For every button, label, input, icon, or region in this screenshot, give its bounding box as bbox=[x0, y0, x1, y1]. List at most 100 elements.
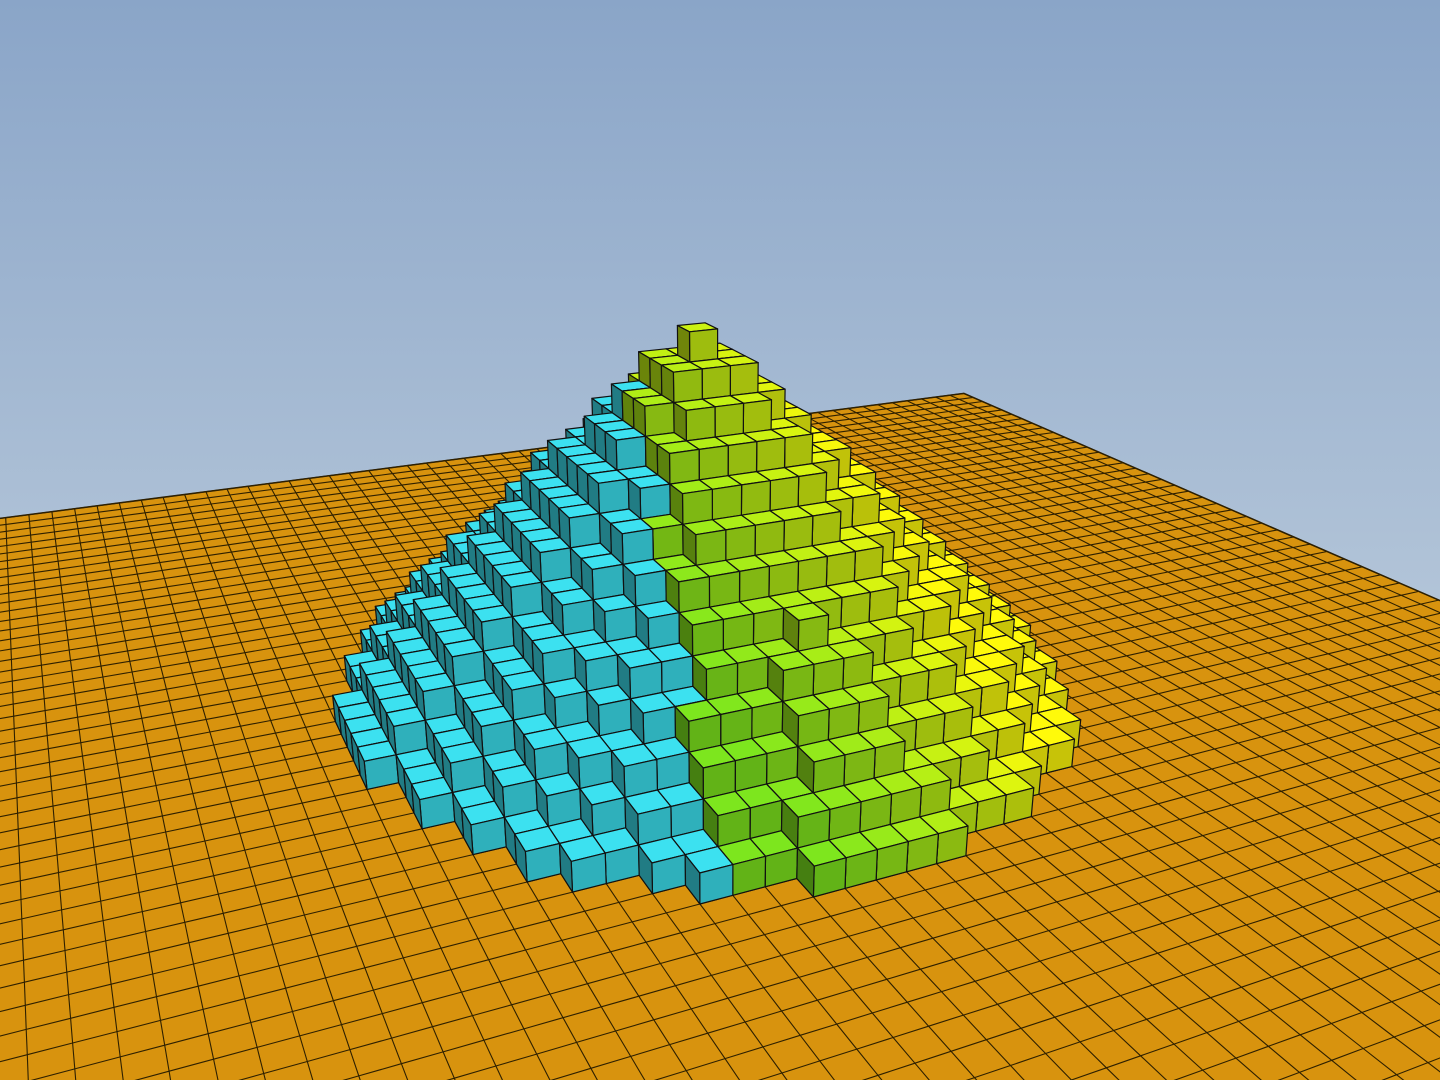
voxel-face bbox=[685, 406, 716, 442]
voxel-face bbox=[727, 441, 758, 477]
voxel-face bbox=[691, 655, 708, 701]
voxel-face bbox=[684, 854, 701, 905]
voxel-face bbox=[644, 402, 675, 437]
voxel-face bbox=[624, 796, 640, 846]
ground-grid-line bbox=[757, 862, 1440, 1080]
voxel-face bbox=[523, 733, 537, 781]
voxel-face bbox=[586, 473, 601, 515]
voxel-face bbox=[471, 711, 484, 757]
ground-grid-line bbox=[0, 392, 964, 519]
voxel-face bbox=[783, 515, 814, 552]
voxel-face bbox=[539, 547, 573, 583]
voxel-face bbox=[616, 654, 632, 700]
voxel-face bbox=[711, 484, 743, 521]
voxel-face bbox=[725, 524, 756, 561]
voxel-face bbox=[678, 612, 694, 657]
voxel-face bbox=[579, 787, 594, 837]
voxel-face bbox=[681, 488, 714, 525]
voxel-face bbox=[558, 842, 574, 893]
voxel-face bbox=[441, 747, 454, 794]
ground-grid-line bbox=[0, 405, 993, 540]
voxel-face bbox=[597, 478, 630, 515]
voxel-face bbox=[510, 581, 544, 618]
voxel-face bbox=[698, 444, 729, 481]
voxel-face bbox=[781, 700, 800, 748]
voxel-face bbox=[566, 741, 581, 790]
voxel-face bbox=[769, 475, 800, 512]
voxel-face bbox=[796, 847, 815, 898]
voxel-face bbox=[610, 750, 626, 799]
voxel-face bbox=[672, 368, 703, 404]
voxel-face bbox=[558, 507, 572, 549]
voxel-face bbox=[622, 563, 637, 607]
voxel-face bbox=[783, 433, 814, 469]
ground-grid-line bbox=[861, 890, 1440, 1080]
voxel-face bbox=[501, 676, 515, 721]
voxel-face bbox=[695, 529, 727, 566]
voxel-face bbox=[742, 399, 773, 434]
ground-grid-line bbox=[238, 746, 1440, 1080]
voxel-face bbox=[573, 647, 588, 692]
voxel-face bbox=[738, 565, 770, 603]
voxel-face bbox=[568, 512, 601, 549]
ground-grid-line bbox=[1069, 950, 1440, 1080]
voxel-face bbox=[688, 751, 704, 800]
ground-grid-line bbox=[965, 919, 1440, 1080]
voxel-face bbox=[665, 569, 680, 614]
voxel-face bbox=[811, 510, 842, 547]
voxel-face bbox=[635, 605, 650, 650]
voxel-face bbox=[591, 563, 625, 601]
voxel-face bbox=[702, 798, 719, 848]
voxel-face bbox=[701, 365, 732, 400]
voxel-face bbox=[385, 712, 397, 756]
ground-grid-line bbox=[0, 409, 1002, 547]
voxel-face bbox=[500, 575, 514, 618]
voxel-face bbox=[729, 362, 759, 397]
voxel-face bbox=[851, 492, 881, 528]
ground-grid-line bbox=[342, 767, 1440, 1080]
voxel-face bbox=[561, 599, 595, 636]
voxel-face bbox=[629, 698, 645, 745]
ground-grid-line bbox=[550, 812, 1440, 1080]
voxel-face bbox=[755, 437, 786, 473]
ground-grid-line bbox=[0, 396, 974, 526]
ground-grid-line bbox=[653, 836, 1440, 1080]
voxel-face bbox=[443, 643, 455, 687]
voxel-face bbox=[410, 783, 423, 830]
voxel-face bbox=[853, 546, 884, 582]
voxel-face bbox=[363, 754, 400, 791]
ground-grid-line bbox=[0, 400, 983, 533]
voxel-face bbox=[780, 799, 799, 849]
voxel-face bbox=[708, 570, 741, 608]
voxel-face bbox=[674, 705, 690, 753]
voxel-face bbox=[768, 560, 800, 598]
voxel-face bbox=[688, 328, 719, 363]
voxel-face bbox=[615, 435, 647, 471]
voxel-face bbox=[797, 555, 828, 592]
voxel-face bbox=[529, 541, 543, 583]
voxel-face bbox=[754, 519, 785, 557]
voxel-face bbox=[592, 599, 607, 643]
voxel-face bbox=[492, 770, 505, 818]
voxel-face bbox=[621, 528, 654, 566]
voxel-face bbox=[634, 569, 667, 607]
voxel-face bbox=[472, 609, 484, 652]
voxel-face bbox=[797, 471, 828, 507]
voxel-face bbox=[609, 522, 624, 566]
voxel-face bbox=[550, 592, 565, 636]
voxel-face bbox=[531, 640, 545, 685]
voxel-face bbox=[668, 448, 700, 485]
voxel-face bbox=[414, 678, 426, 721]
voxel-face bbox=[535, 779, 549, 827]
voxel-pyramid bbox=[332, 322, 1082, 905]
voxel-face bbox=[356, 746, 368, 791]
voxel-face bbox=[461, 807, 474, 856]
voxel-face bbox=[514, 833, 528, 883]
voxel-face bbox=[637, 844, 654, 895]
voxel-face bbox=[714, 402, 745, 438]
voxel-face bbox=[543, 683, 557, 729]
ground-grid-line bbox=[446, 789, 1440, 1080]
